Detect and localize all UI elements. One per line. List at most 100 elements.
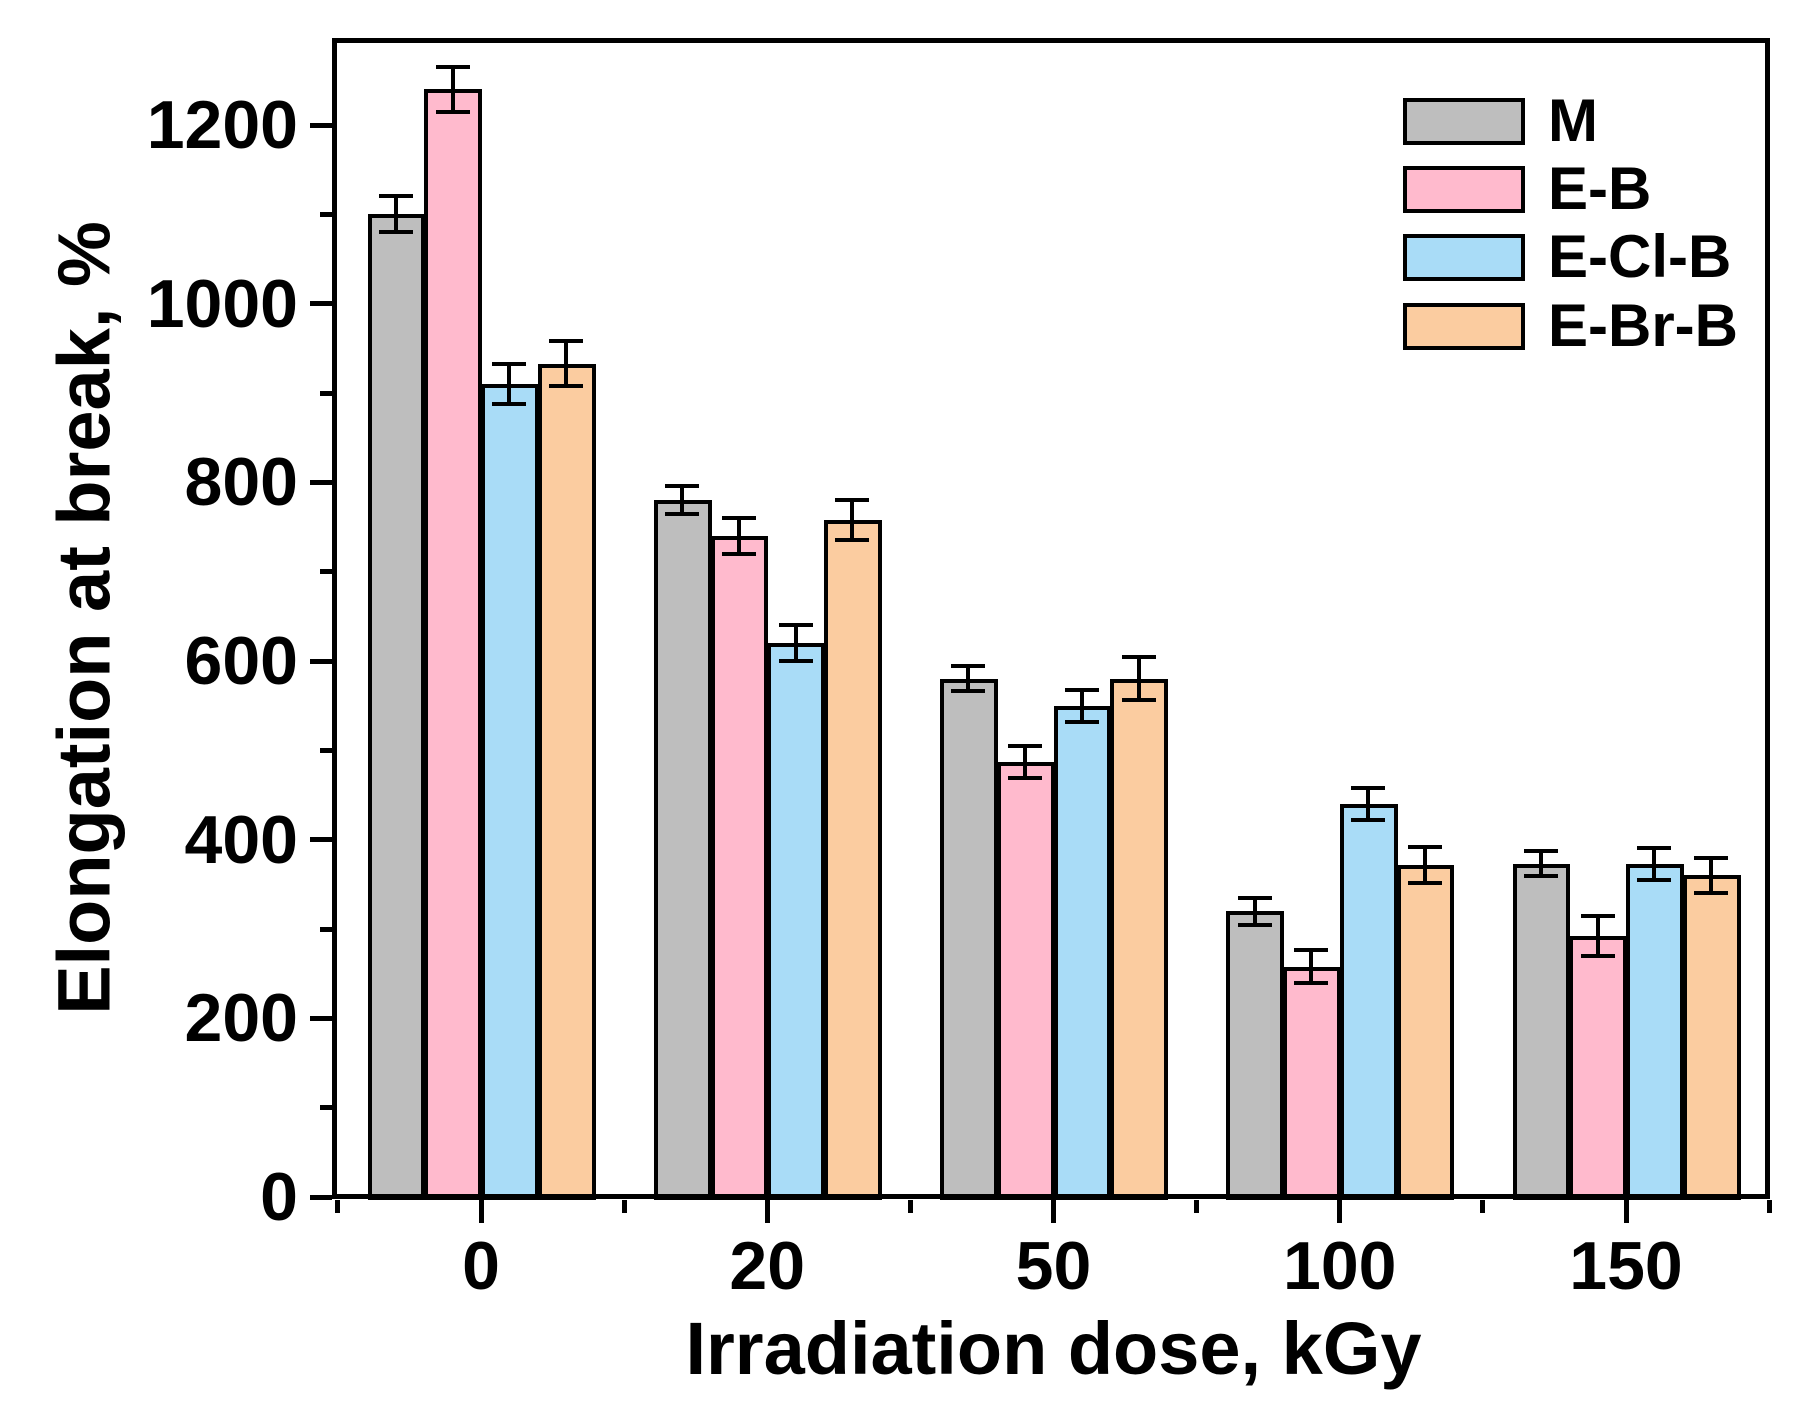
error-bar-cap-bottom <box>1064 719 1099 724</box>
error-bar-cap-bottom <box>721 551 756 556</box>
error-bar-cap-bottom <box>435 109 470 114</box>
error-bar-stem <box>1709 857 1714 894</box>
error-bar-cap-top <box>1121 655 1156 660</box>
legend-swatch-E-Cl-B <box>1403 234 1525 281</box>
error-bar-cap-top <box>1351 785 1386 790</box>
error-bar-stem <box>507 364 512 404</box>
y-tick-label: 1200 <box>146 87 298 163</box>
error-bar-stem <box>564 341 569 386</box>
error-bar-cap-bottom <box>1407 880 1442 885</box>
error-bar-cap-bottom <box>1237 922 1272 927</box>
error-bar-stem <box>966 666 971 692</box>
error-bar-stem <box>1079 689 1084 722</box>
x-tick-label: 100 <box>1283 1228 1397 1304</box>
x-minor-tick <box>1194 1199 1200 1213</box>
y-major-tick <box>310 301 332 307</box>
y-major-tick <box>310 479 332 485</box>
error-bar-stem <box>450 66 455 112</box>
bar-E-Cl-B-150 <box>1626 863 1684 1200</box>
error-bar-stem <box>1652 847 1657 880</box>
y-axis-title: Elongation at break, % <box>42 221 126 1015</box>
error-bar-cap-bottom <box>549 383 584 388</box>
error-bar-cap-top <box>1237 895 1272 900</box>
bar-E-Br-B-0 <box>537 363 596 1200</box>
bar-M-150 <box>1512 863 1571 1200</box>
error-bar-cap-bottom <box>835 537 870 542</box>
error-bar-cap-top <box>492 362 527 367</box>
error-bar-cap-top <box>1637 845 1672 850</box>
x-minor-tick <box>621 1199 627 1213</box>
error-bar-stem <box>793 625 798 661</box>
error-bar-stem <box>1595 916 1600 956</box>
error-bar-cap-top <box>665 483 700 488</box>
y-major-tick <box>310 122 332 128</box>
error-bar-stem <box>850 500 855 540</box>
error-bar-cap-bottom <box>1121 698 1156 703</box>
error-bar-cap-bottom <box>1523 874 1558 879</box>
legend-swatch-E-Br-B <box>1403 303 1525 350</box>
bar-E-Cl-B-50 <box>1053 705 1112 1200</box>
error-bar-stem <box>1309 950 1314 983</box>
error-bar-cap-top <box>778 623 813 628</box>
error-bar-stem <box>1252 897 1257 925</box>
bar-E-B-20 <box>710 535 769 1200</box>
error-bar-cap-top <box>1294 948 1329 953</box>
x-minor-tick <box>1480 1199 1486 1213</box>
x-tick-label: 50 <box>1015 1228 1092 1304</box>
error-bar-cap-bottom <box>1580 953 1615 958</box>
bar-M-100 <box>1226 911 1284 1200</box>
bar-M-0 <box>367 214 426 1200</box>
error-bar-cap-top <box>1407 844 1442 849</box>
bar-E-B-50 <box>996 761 1055 1200</box>
y-tick-label: 0 <box>260 1159 298 1235</box>
error-bar-stem <box>393 196 398 233</box>
bar-E-Cl-B-20 <box>767 643 825 1200</box>
x-minor-tick <box>1766 1199 1772 1213</box>
error-bar-cap-top <box>721 516 756 521</box>
y-minor-tick <box>320 211 332 217</box>
error-bar-stem <box>1023 745 1028 779</box>
error-bar-cap-bottom <box>1351 818 1386 822</box>
error-bar-stem <box>680 485 685 515</box>
x-tick-label: 20 <box>729 1228 806 1304</box>
x-major-tick <box>1623 1199 1629 1223</box>
error-bar-cap-top <box>1694 855 1729 860</box>
bar-E-B-100 <box>1283 966 1341 1200</box>
x-tick-label: 150 <box>1569 1228 1683 1304</box>
y-major-tick <box>310 1015 332 1021</box>
bar-E-B-0 <box>424 89 482 1200</box>
y-major-tick <box>310 837 332 843</box>
error-bar-cap-top <box>835 498 870 503</box>
error-bar-cap-bottom <box>492 401 527 406</box>
error-bar-cap-bottom <box>1694 891 1729 896</box>
y-tick-label: 800 <box>184 444 298 521</box>
x-major-tick <box>478 1199 484 1223</box>
bar-E-Br-B-100 <box>1396 864 1455 1200</box>
y-major-tick <box>310 1194 332 1200</box>
error-bar-cap-top <box>435 64 470 69</box>
x-major-tick <box>1337 1199 1343 1223</box>
error-bar-cap-top <box>1064 687 1099 692</box>
error-bar-cap-top <box>378 194 413 199</box>
x-major-tick <box>1051 1199 1056 1223</box>
bar-E-Br-B-50 <box>1110 678 1168 1200</box>
error-bar-cap-bottom <box>1637 877 1672 882</box>
y-minor-tick <box>320 926 332 932</box>
error-bar-cap-bottom <box>665 512 700 517</box>
error-bar-stem <box>1422 846 1427 883</box>
y-minor-tick <box>320 1105 332 1111</box>
bar-M-20 <box>653 500 712 1200</box>
y-tick-label: 200 <box>184 980 298 1057</box>
error-bar-stem <box>1538 851 1543 877</box>
bar-E-B-150 <box>1569 936 1627 1200</box>
error-bar-stem <box>1136 657 1141 701</box>
bar-E-Cl-B-0 <box>481 384 539 1200</box>
x-minor-tick <box>335 1199 341 1213</box>
y-tick-label: 600 <box>184 623 298 699</box>
legend-label-M: M <box>1548 87 1598 154</box>
bar-E-Cl-B-100 <box>1339 803 1398 1200</box>
x-tick-label: 0 <box>462 1228 500 1304</box>
error-bar-cap-bottom <box>378 230 413 235</box>
error-bar-cap-bottom <box>778 659 813 663</box>
